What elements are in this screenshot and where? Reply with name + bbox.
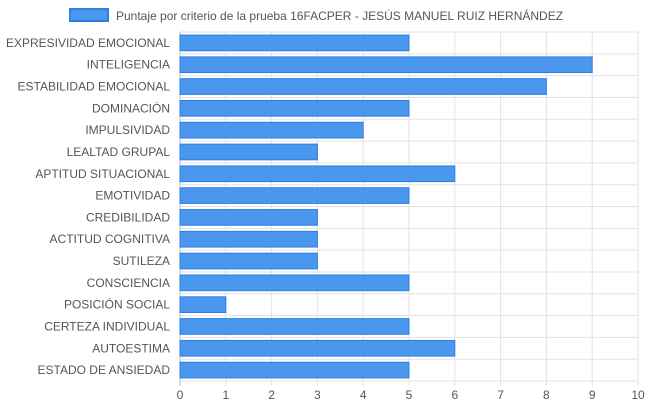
x-tick-label: 1: [222, 388, 229, 402]
bars: [179, 34, 593, 379]
bar[interactable]: [179, 165, 456, 183]
bar[interactable]: [179, 121, 364, 139]
category-label: ACTITUD COGNITIVA: [50, 232, 170, 246]
bar[interactable]: [179, 361, 410, 379]
x-tick-label: 4: [360, 388, 367, 402]
bar[interactable]: [179, 99, 410, 117]
category-label: AUTOESTIMA: [92, 341, 170, 355]
category-label: DOMINACIÓN: [92, 100, 170, 115]
category-labels: EXPRESIVIDAD EMOCIONAL INTELIGENCIA ESTABI…: [6, 36, 170, 377]
category-label: LEALTAD GRUPAL: [67, 145, 171, 159]
bar[interactable]: [179, 34, 410, 52]
category-label: INTELIGENCIA: [87, 58, 170, 72]
x-tick-label: 2: [268, 388, 275, 402]
x-tick-label: 3: [314, 388, 321, 402]
bar[interactable]: [179, 143, 318, 161]
x-tick-label: 0: [177, 388, 184, 402]
bar[interactable]: [179, 339, 456, 357]
category-label: ESTABILIDAD EMOCIONAL: [18, 80, 171, 94]
x-tick-label: 5: [406, 388, 413, 402]
legend-swatch: [69, 8, 109, 22]
category-label: IMPULSIVIDAD: [85, 123, 170, 137]
category-label: APTITUD SITUACIONAL: [35, 167, 170, 181]
x-tick-label: 10: [631, 388, 645, 402]
x-tick-label: 8: [543, 388, 550, 402]
category-label: EXPRESIVIDAD EMOCIONAL: [6, 36, 170, 50]
category-label: CONSCIENCIA: [87, 276, 170, 290]
bar[interactable]: [179, 56, 593, 74]
x-tick-label: 7: [497, 388, 504, 402]
x-tick-labels: 0 1 2 3 4 5 6 7 8 9 10: [177, 388, 645, 402]
bar[interactable]: [179, 78, 547, 95]
legend-label: Puntaje por criterio de la prueba 16FACP…: [116, 8, 563, 23]
category-label: POSICIÓN SOCIAL: [64, 297, 170, 312]
bar[interactable]: [179, 209, 318, 226]
x-tick-label: 6: [451, 388, 458, 402]
category-label: EMOTIVIDAD: [95, 189, 170, 203]
category-label: SUTILEZA: [113, 254, 170, 268]
bar[interactable]: [179, 230, 318, 248]
bar[interactable]: [179, 274, 410, 292]
x-tick-label: 9: [589, 388, 596, 402]
category-label: CREDIBILIDAD: [86, 210, 170, 224]
bar[interactable]: [179, 296, 227, 314]
legend[interactable]: Puntaje por criterio de la prueba 16FACP…: [69, 8, 563, 23]
category-label: CERTEZA INDIVIDUAL: [44, 319, 170, 333]
category-label: ESTADO DE ANSIEDAD: [38, 363, 171, 377]
bar[interactable]: [179, 187, 410, 204]
bar[interactable]: [179, 252, 318, 270]
bar[interactable]: [179, 318, 410, 335]
